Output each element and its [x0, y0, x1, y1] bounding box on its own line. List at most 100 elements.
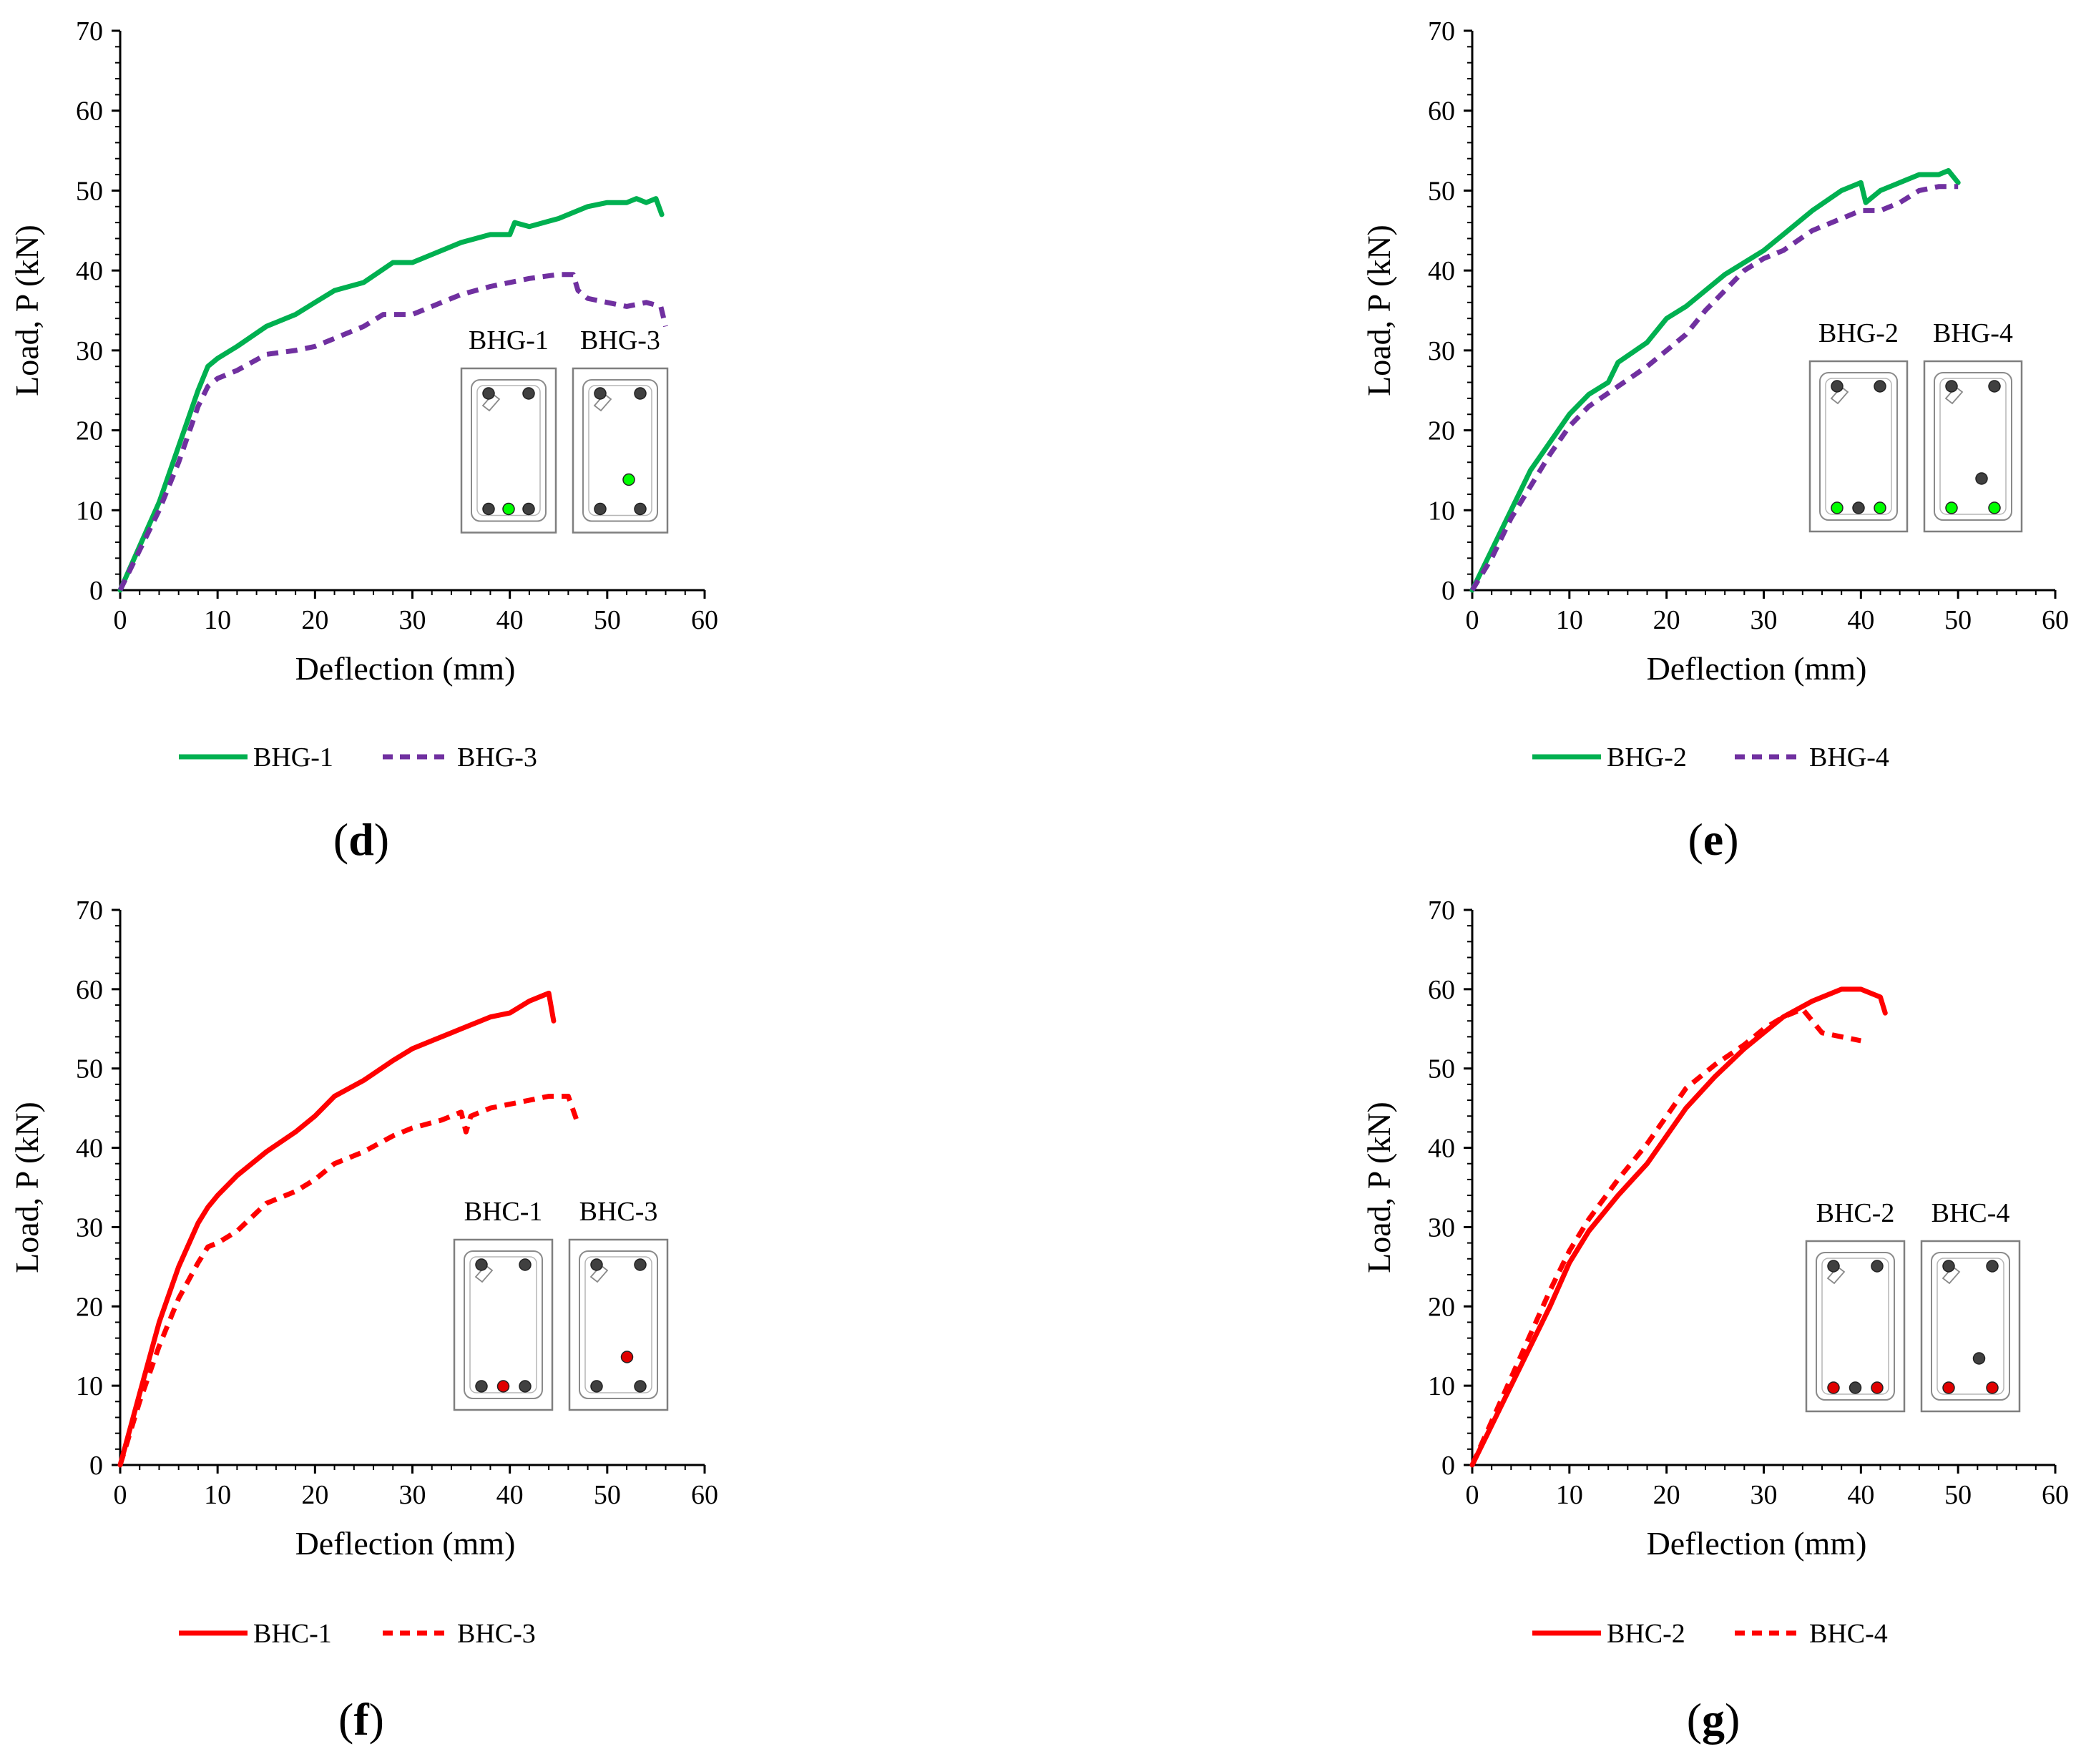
y-tick-label: 50: [1428, 1054, 1455, 1084]
y-tick-label: 40: [76, 256, 103, 286]
cross-section-outline: [1920, 1240, 2021, 1413]
rebar-dark: [1849, 1381, 1862, 1394]
stirrup-inner: [588, 385, 652, 516]
rebar-red: [1871, 1381, 1884, 1394]
stirrup-outer: [579, 1250, 658, 1399]
rebar-green: [1874, 501, 1886, 514]
cross-section-inset: BHG-3: [572, 325, 669, 534]
legend-label-bhg-2: BHG-2: [1607, 743, 1687, 773]
x-tick-label: 60: [691, 1480, 718, 1510]
panel-label: (d): [333, 814, 389, 865]
cross-section-label: BHC-3: [579, 1197, 658, 1227]
y-tick-label: 30: [76, 1212, 103, 1243]
stirrup-outer: [1819, 372, 1898, 521]
y-tick-label: 20: [76, 1292, 103, 1322]
rebar-dark: [482, 387, 495, 400]
rebar-dark: [475, 1258, 488, 1271]
cross-section-label: BHC-4: [1931, 1198, 2010, 1228]
cross-section-label: BHG-1: [469, 325, 549, 356]
panel-label: (e): [1688, 814, 1738, 865]
rebar-dark: [634, 1258, 647, 1271]
x-tick-label: 20: [301, 1480, 328, 1510]
series-line-bhc-2: [1469, 986, 1888, 1468]
stirrup-inner: [476, 385, 541, 516]
stirrup-inner: [584, 1256, 652, 1393]
rebar-dark: [1975, 472, 1988, 485]
series-line-bhg-1: [117, 196, 665, 593]
y-tick-label: 0: [1441, 1451, 1455, 1481]
rebar-red: [620, 1351, 634, 1363]
y-tick-label: 0: [1441, 576, 1455, 606]
x-tick-label: 30: [1751, 1480, 1778, 1510]
y-tick-label: 70: [1428, 896, 1455, 926]
y-tick-label: 70: [1428, 16, 1455, 46]
stirrup-inner: [1939, 378, 2007, 515]
rebar-dark: [590, 1258, 603, 1271]
legend-label-bhc-2: BHC-2: [1607, 1619, 1685, 1649]
rebar-green: [502, 502, 515, 516]
rebar-red: [1986, 1381, 1999, 1394]
stirrup-outer: [1816, 1252, 1895, 1401]
rebar-dark: [1942, 1260, 1955, 1273]
rebar-dark: [519, 1380, 532, 1393]
series-line-bhg-3: [117, 272, 668, 592]
legend-label-bhg-4: BHG-4: [1809, 743, 1889, 773]
legend-label-bhc-3: BHC-3: [457, 1619, 536, 1649]
x-tick-label: 0: [1466, 1480, 1479, 1510]
y-tick-label: 30: [1428, 1212, 1455, 1243]
x-tick-label: 20: [1653, 605, 1680, 635]
rebar-dark: [590, 1380, 603, 1393]
series-line-bhg-2: [1469, 168, 1961, 593]
series-line-bhc-1: [117, 990, 557, 1468]
stirrup-inner: [1825, 378, 1892, 515]
y-tick-label: 20: [1428, 416, 1455, 446]
x-axis-label: Deflection (mm): [1647, 1525, 1867, 1562]
y-axis-label: Load, P (kN): [9, 1102, 45, 1273]
cross-section-label: BHG-2: [1818, 318, 1899, 348]
legend-label-bhc-1: BHC-1: [253, 1619, 332, 1649]
rebar-green: [1988, 501, 2001, 514]
rebar-dark: [519, 1258, 532, 1271]
y-tick-label: 50: [1428, 176, 1455, 206]
y-tick-label: 10: [76, 496, 103, 526]
chart-panel-g: 0 10 20 30 40 50 60 0 10 20 30 40 50 60 70 Deflection (…: [1361, 896, 2069, 1745]
x-tick-label: 0: [1466, 605, 1479, 635]
legend-label-bhg-3: BHG-3: [457, 743, 537, 773]
stirrup-outer: [464, 1250, 543, 1399]
x-tick-label: 20: [301, 605, 328, 635]
x-tick-label: 20: [1653, 1480, 1680, 1510]
cross-section-inset: BHG-1: [460, 325, 557, 534]
y-tick-label: 20: [1428, 1292, 1455, 1322]
y-tick-label: 70: [76, 896, 103, 926]
rebar-green: [1945, 501, 1958, 514]
x-tick-label: 60: [691, 605, 718, 635]
legend-label-bhg-1: BHG-1: [253, 743, 333, 773]
chart-panel-e: 0 10 20 30 40 50 60 0 10 20 30 40 50 60 70 Deflection (…: [1361, 16, 2069, 865]
series-line-bhg-4: [1470, 184, 1959, 592]
rebar-dark: [1874, 380, 1886, 393]
y-tick-label: 40: [1428, 1134, 1455, 1164]
rebar-green: [1831, 501, 1844, 514]
stirrup-outer: [471, 379, 547, 522]
x-tick-label: 0: [114, 1480, 127, 1510]
x-tick-label: 40: [496, 605, 524, 635]
x-tick-label: 60: [2042, 1480, 2069, 1510]
stirrup-inner: [1821, 1258, 1889, 1395]
x-tick-label: 10: [204, 605, 231, 635]
rebar-dark: [1852, 501, 1865, 514]
stirrup-outer: [582, 379, 658, 522]
series-line-bhc-3: [117, 1094, 581, 1466]
rebar-red: [1827, 1381, 1840, 1394]
x-axis-label: Deflection (mm): [295, 1525, 516, 1562]
rebar-dark: [475, 1380, 488, 1393]
cross-section-inset: BHG-4: [1923, 318, 2023, 533]
x-tick-label: 50: [594, 1480, 621, 1510]
y-axis-label: Load, P (kN): [9, 225, 45, 396]
stirrup-inner: [469, 1256, 537, 1393]
y-tick-label: 50: [76, 176, 103, 206]
x-tick-label: 30: [399, 605, 426, 635]
cross-section-inset: BHC-1: [453, 1197, 554, 1411]
rebar-red: [496, 1380, 510, 1393]
x-tick-label: 50: [1944, 1480, 1972, 1510]
series-line-bhc-4: [1469, 1006, 1861, 1466]
